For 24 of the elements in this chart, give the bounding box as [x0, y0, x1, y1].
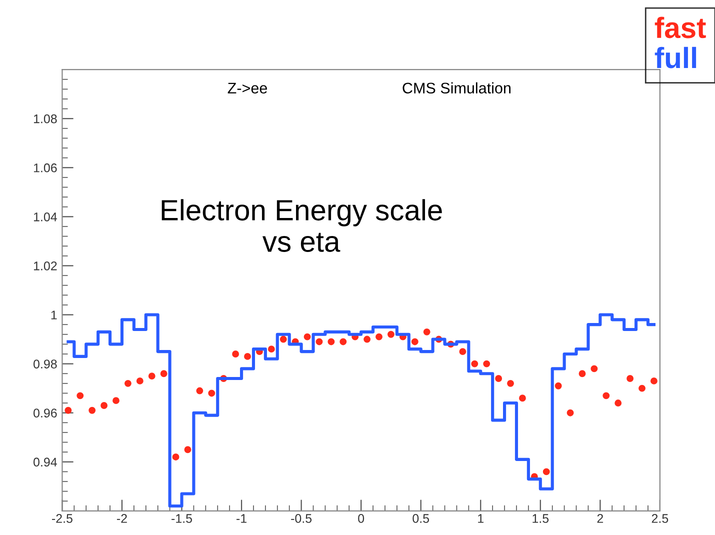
text: Electron Energy scale vs eta [162, 199, 442, 252]
y-tick-label: 1 [51, 310, 57, 320]
x-tick-label: -1.5 [172, 514, 192, 523]
x-tick-label: 0.5 [412, 514, 430, 523]
x-tick-label: 1 [478, 514, 484, 523]
y-tick-label: 1.06 [34, 163, 57, 172]
annotation: Z->ee [228, 82, 267, 94]
text: fast [654, 16, 706, 38]
y-tick-label: 0.98 [34, 360, 57, 368]
x-tick-label: -2 [116, 514, 127, 523]
x-tick-label: 1.5 [532, 514, 549, 523]
y-tick-label: 1.02 [34, 262, 57, 270]
x-tick-label: -0.5 [291, 514, 312, 523]
text: full [654, 46, 696, 68]
x-tick-label: 0 [358, 514, 364, 523]
x-tick-label: 2 [597, 514, 604, 523]
y-tick-label: 0.96 [34, 408, 57, 418]
y-tick-label: 0.94 [34, 458, 57, 467]
annotation: CMS Simulation [402, 82, 510, 94]
x-tick-label: -1 [236, 514, 246, 523]
y-tick-label: 1.08 [34, 114, 57, 124]
x-tick-label: 2.5 [652, 514, 668, 523]
y-tick-label: 1.04 [34, 212, 57, 222]
x-tick-label: -2.5 [52, 514, 72, 523]
